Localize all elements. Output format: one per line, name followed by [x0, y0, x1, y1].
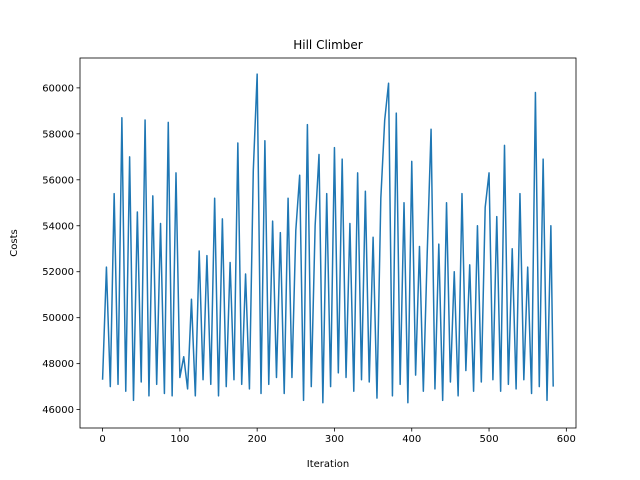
- x-tick-label: 300: [325, 434, 344, 445]
- plot-frame: [79, 57, 577, 429]
- y-tick-label: 58000: [42, 129, 74, 140]
- y-tick-label: 54000: [42, 221, 74, 232]
- x-tick-label: 100: [170, 434, 189, 445]
- data-line: [101, 73, 554, 404]
- y-tick-label: 50000: [42, 313, 74, 324]
- y-tick-label: 56000: [42, 175, 74, 186]
- y-tick-label: 46000: [42, 405, 74, 416]
- x-tick-label: 0: [99, 434, 105, 445]
- x-tick-label: 400: [402, 434, 421, 445]
- x-tick-label: 500: [479, 434, 498, 445]
- x-tick-label: 600: [557, 434, 576, 445]
- x-tick-label: 200: [248, 434, 267, 445]
- x-axis-label: Iteration: [307, 459, 349, 470]
- chart-title: Hill Climber: [293, 38, 363, 52]
- y-tick-label: 48000: [42, 359, 74, 370]
- y-axis-label: Costs: [9, 229, 20, 256]
- y-tick-label: 52000: [42, 267, 74, 278]
- y-tick-label: 60000: [42, 83, 74, 94]
